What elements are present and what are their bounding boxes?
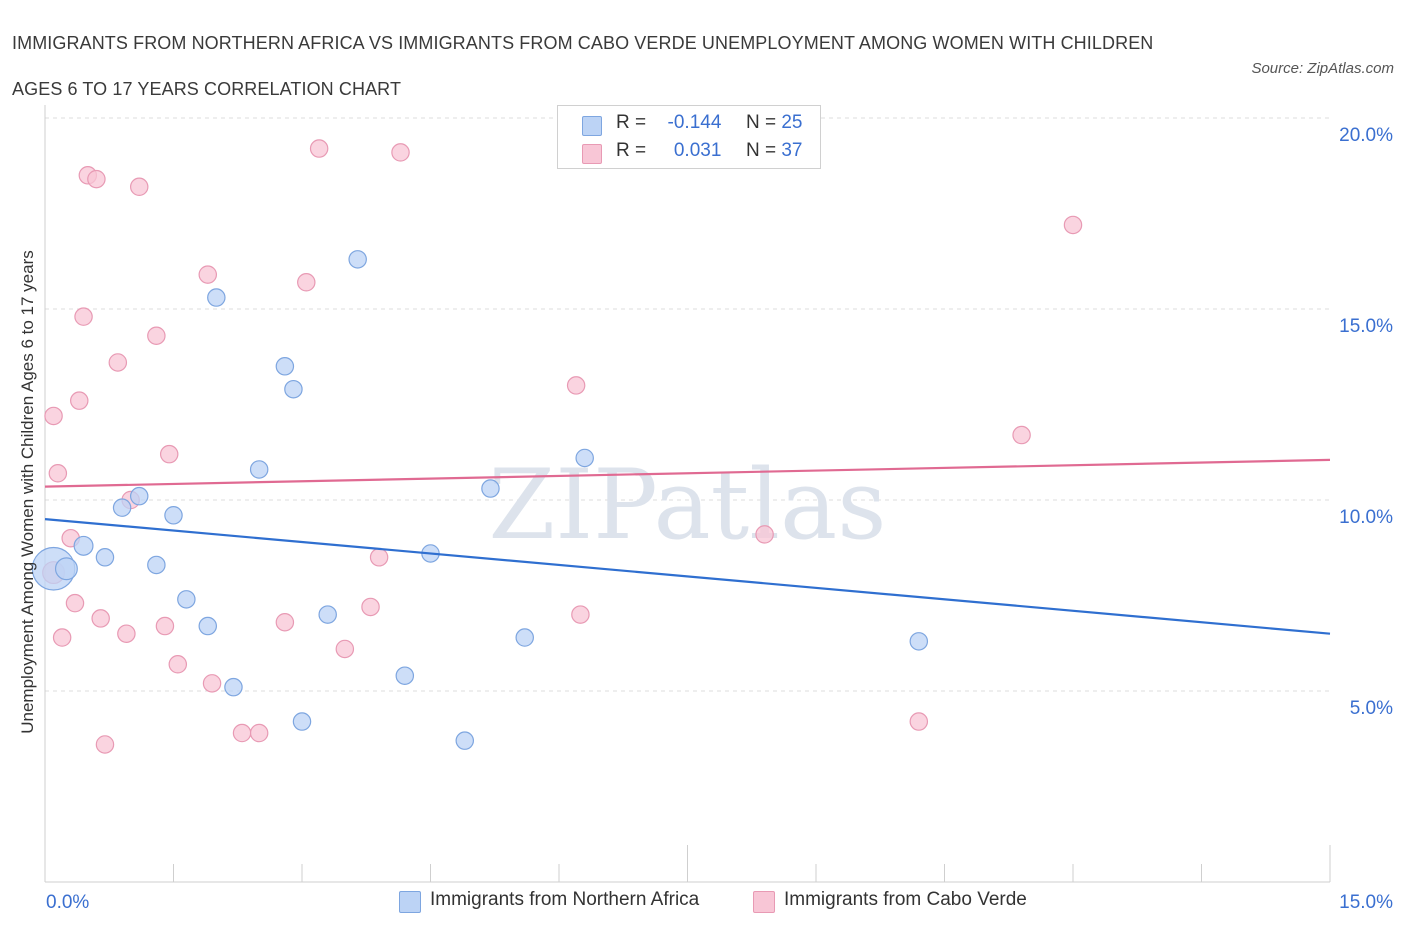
data-point <box>249 460 269 479</box>
data-point <box>117 624 136 643</box>
data-point <box>177 590 196 609</box>
data-point <box>755 525 774 544</box>
y-axis-label: Unemployment Among Women with Children A… <box>18 250 37 734</box>
legend-blue-r: -0.144 <box>667 112 722 133</box>
data-point <box>1063 215 1083 235</box>
legend-pink-r: 0.031 <box>673 140 722 161</box>
data-point <box>198 616 218 636</box>
data-point <box>455 731 475 750</box>
data-point <box>129 486 149 506</box>
data-point <box>108 353 128 372</box>
data-point <box>48 464 68 483</box>
chart-title-line1: IMMIGRANTS FROM NORTHERN AFRICA VS IMMIG… <box>12 33 1154 53</box>
data-point <box>112 498 132 517</box>
axes <box>44 105 1331 883</box>
data-point <box>95 548 115 567</box>
data-point <box>566 376 586 395</box>
data-point <box>515 628 534 647</box>
data-point <box>129 177 149 197</box>
data-point <box>249 723 269 743</box>
bottom-legend-label-blue: Immigrants from Northern Africa <box>430 889 700 910</box>
bottom-legend-swatch-blue <box>399 891 421 913</box>
data-point <box>481 479 500 498</box>
legend-n-label: N = <box>745 140 777 161</box>
series-cabo-verde-points <box>42 139 1083 754</box>
trend-lines <box>44 458 1331 635</box>
data-point <box>155 616 175 636</box>
data-point <box>348 250 367 269</box>
y-tick-label: 10.0% <box>1339 507 1393 528</box>
data-point <box>73 535 94 556</box>
tick-labels: 5.0% 10.0% 15.0% 20.0% 0.0% 15.0% <box>46 125 1393 913</box>
y-tick-label: 20.0% <box>1339 125 1393 146</box>
data-point <box>391 143 410 162</box>
data-point <box>164 506 183 525</box>
x-tick-label: 15.0% <box>1339 892 1393 913</box>
data-point <box>395 666 415 685</box>
bottom-legend-label-pink: Immigrants from Cabo Verde <box>784 889 1027 910</box>
bottom-legend-swatch-pink <box>753 891 775 913</box>
y-tick-label: 5.0% <box>1350 698 1393 719</box>
legend-n-label: N = <box>745 112 777 133</box>
legend-r-label: R = <box>616 140 647 161</box>
legend-r-label: R = <box>616 112 647 133</box>
legend-blue-n: 25 <box>781 112 803 133</box>
source-note: Source: ZipAtlas.com <box>1251 60 1394 77</box>
data-point <box>275 357 295 376</box>
y-tick-label: 15.0% <box>1339 316 1393 337</box>
chart-title: IMMIGRANTS FROM NORTHERN AFRICA VS IMMIG… <box>12 20 1212 112</box>
grid-lines <box>45 117 1330 692</box>
data-point <box>74 307 93 326</box>
correlation-legend: R = -0.144 N = 25 R = 0.031 N = 37 <box>557 105 821 169</box>
data-point <box>575 448 594 468</box>
series-northern-africa-points <box>31 250 929 750</box>
data-point <box>198 265 218 284</box>
trend-line-northern-africa <box>44 518 1331 635</box>
data-point <box>361 597 380 617</box>
data-point <box>91 609 110 628</box>
data-point <box>87 169 106 189</box>
data-point <box>909 712 929 731</box>
data-point <box>202 674 222 693</box>
chart-title-line2: AGES 6 TO 17 YEARS CORRELATION CHART <box>12 79 402 99</box>
data-point <box>207 288 226 307</box>
data-point <box>224 677 243 697</box>
data-point <box>1012 425 1031 445</box>
data-point <box>369 548 389 567</box>
trend-line-cabo-verde <box>44 458 1331 488</box>
legend-swatch-pink <box>582 144 602 164</box>
data-point <box>232 723 252 743</box>
data-point <box>65 593 85 613</box>
data-point <box>147 326 166 345</box>
legend-pink-n: 37 <box>781 140 803 161</box>
data-point <box>318 605 337 624</box>
data-point <box>275 612 295 632</box>
data-point <box>52 628 72 647</box>
watermark: ZIPatlas <box>489 449 887 561</box>
data-point <box>284 379 303 399</box>
data-point <box>54 557 78 581</box>
x-tick-label: 0.0% <box>46 892 89 913</box>
data-point <box>168 655 188 674</box>
data-point <box>335 639 355 659</box>
data-point <box>571 605 590 624</box>
data-point <box>297 273 316 292</box>
data-point <box>909 632 929 651</box>
data-point <box>147 555 166 575</box>
legend-swatch-blue <box>582 116 602 136</box>
data-point <box>95 735 115 754</box>
data-point <box>309 139 329 158</box>
data-point <box>159 444 179 464</box>
data-point <box>70 391 89 410</box>
data-point <box>292 712 312 731</box>
data-point <box>44 406 63 426</box>
